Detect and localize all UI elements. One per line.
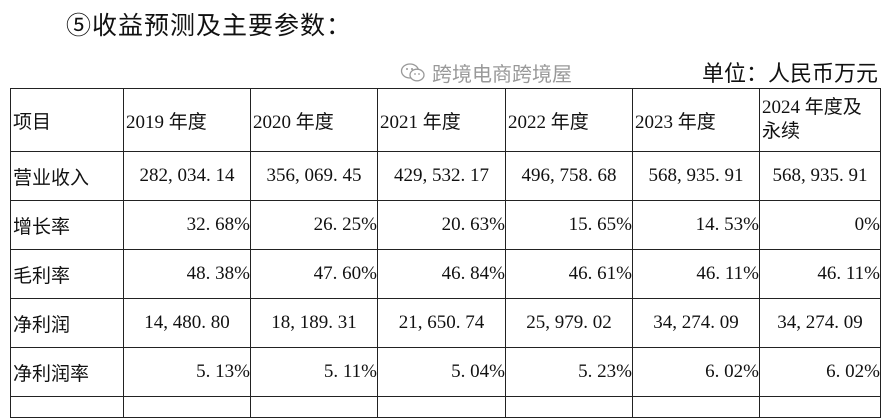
column-header: 2020 年度 bbox=[250, 88, 378, 152]
table-cell: 48. 38% bbox=[123, 249, 251, 299]
table-cell: 496, 758. 68 bbox=[505, 151, 633, 201]
row-label: 营业收入 bbox=[10, 151, 124, 201]
table-cell: 26. 25% bbox=[250, 200, 378, 250]
table-cell: 14. 53% bbox=[632, 200, 760, 250]
column-header: 2023 年度 bbox=[632, 88, 760, 152]
table-cell bbox=[250, 396, 378, 418]
table-cell bbox=[632, 396, 760, 418]
table-cell: 429, 532. 17 bbox=[377, 151, 506, 201]
table-cell: 5. 04% bbox=[377, 347, 506, 397]
table-cell bbox=[10, 396, 124, 418]
table-cell: 568, 935. 91 bbox=[632, 151, 760, 201]
table-cell: 18, 189. 31 bbox=[250, 298, 378, 348]
table-cell bbox=[377, 396, 506, 418]
table-cell: 20. 63% bbox=[377, 200, 506, 250]
table-cell: 282, 034. 14 bbox=[123, 151, 251, 201]
table-cell: 25, 979. 02 bbox=[505, 298, 633, 348]
table-cell: 5. 13% bbox=[123, 347, 251, 397]
column-header: 2019 年度 bbox=[123, 88, 251, 152]
table-row: 增长率 32. 68% 26. 25% 20. 63% 15. 65% 14. 53% 0% bbox=[10, 200, 881, 250]
column-header: 2021 年度 bbox=[377, 88, 506, 152]
table-row: 毛利率 48. 38% 47. 60% 46. 84% 46. 61% 46. 11% 46… bbox=[10, 249, 881, 299]
table-cell bbox=[759, 396, 881, 418]
forecast-table: 项目 2019 年度 2020 年度 2021 年度 2022 年度 2023 年度 202… bbox=[10, 88, 881, 418]
row-label: 增长率 bbox=[10, 200, 124, 250]
table-cell: 6. 02% bbox=[632, 347, 760, 397]
table-cell: 46. 61% bbox=[505, 249, 633, 299]
column-header: 项目 bbox=[10, 88, 124, 152]
table-cell: 46. 11% bbox=[632, 249, 760, 299]
table-cell: 34, 274. 09 bbox=[759, 298, 881, 348]
unit-label: 单位：人民币万元 bbox=[701, 61, 878, 86]
table-cell: 568, 935. 91 bbox=[759, 151, 881, 201]
table-cell: 32. 68% bbox=[123, 200, 251, 250]
column-header: 2022 年度 bbox=[505, 88, 633, 152]
table-cell: 34, 274. 09 bbox=[632, 298, 760, 348]
table-cell: 14, 480. 80 bbox=[123, 298, 251, 348]
table-cell bbox=[505, 396, 633, 418]
table-row: 净利润 14, 480. 80 18, 189. 31 21, 650. 74 25, … bbox=[10, 298, 881, 348]
section-title: ⑤收益预测及主要参数： bbox=[66, 13, 353, 40]
table-cell: 6. 02% bbox=[759, 347, 881, 397]
watermark-text: 跨境电商跨境屋 bbox=[432, 64, 572, 86]
table-cell: 47. 60% bbox=[250, 249, 378, 299]
table-row-partial bbox=[10, 396, 881, 418]
table-cell: 15. 65% bbox=[505, 200, 633, 250]
table-cell: 5. 23% bbox=[505, 347, 633, 397]
table-cell: 5. 11% bbox=[250, 347, 378, 397]
table-row: 净利润率 5. 13% 5. 11% 5. 04% 5. 23% 6. 02% 6. 02% bbox=[10, 347, 881, 397]
table-cell: 46. 84% bbox=[377, 249, 506, 299]
row-label: 毛利率 bbox=[10, 249, 124, 299]
watermark: 跨境电商跨境屋 bbox=[400, 58, 572, 87]
table-row: 营业收入 282, 034. 14 356, 069. 45 429, 532. 17… bbox=[10, 151, 881, 201]
table-cell: 0% bbox=[759, 200, 881, 250]
wechat-icon bbox=[400, 62, 425, 81]
table-cell bbox=[123, 396, 251, 418]
table-cell: 356, 069. 45 bbox=[250, 151, 378, 201]
table-cell: 46. 11% bbox=[759, 249, 881, 299]
header-row: 项目 2019 年度 2020 年度 2021 年度 2022 年度 2023 年度 202… bbox=[10, 88, 881, 152]
table-cell: 21, 650. 74 bbox=[377, 298, 506, 348]
column-header: 2024 年度及永续 bbox=[759, 88, 881, 152]
row-label: 净利润率 bbox=[10, 347, 124, 397]
row-label: 净利润 bbox=[10, 298, 124, 348]
